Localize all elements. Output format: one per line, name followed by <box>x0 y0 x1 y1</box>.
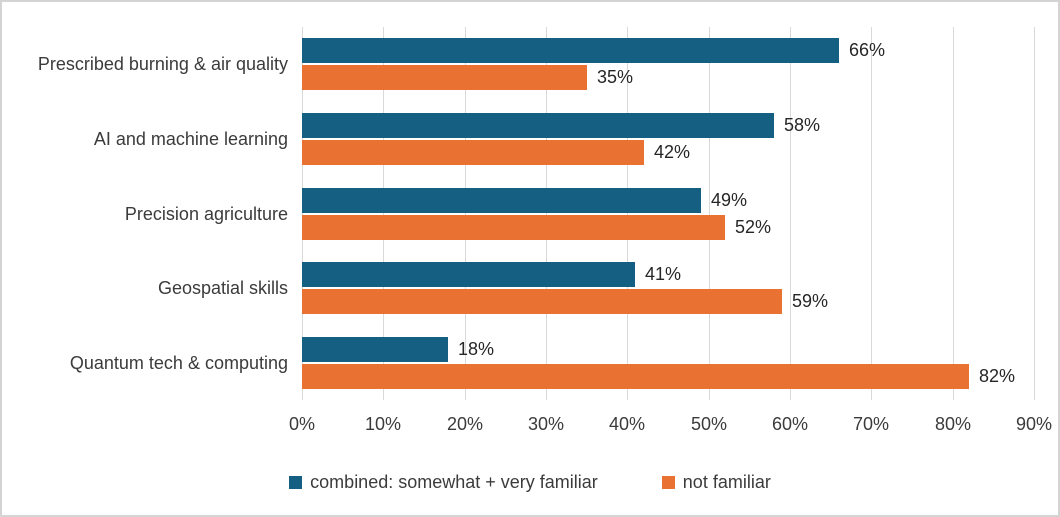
bar-combined-familiar <box>302 262 635 287</box>
legend: combined: somewhat + very familiar not f… <box>2 472 1058 493</box>
bar-combined-familiar <box>302 188 701 213</box>
bar-not-familiar <box>302 65 587 90</box>
legend-item-not-familiar: not familiar <box>661 472 771 493</box>
data-label: 35% <box>597 67 634 87</box>
bar-combined-familiar <box>302 113 774 138</box>
data-label: 49% <box>711 190 748 210</box>
x-tick-label: 90% <box>1015 414 1053 434</box>
x-tick-label: 50% <box>690 414 728 434</box>
gridline <box>546 27 547 400</box>
gridline <box>383 27 384 400</box>
legend-swatch-combined-familiar-icon <box>289 476 303 489</box>
plot-area: 66% 35% 58% 42% 49% 52% 41% 59% 18% 82% <box>302 27 1035 400</box>
data-label: 41% <box>645 264 682 284</box>
gridline <box>465 27 466 400</box>
x-tick-label: 0% <box>288 414 316 434</box>
category-label: Geospatial skills <box>157 278 288 298</box>
bar-combined-familiar <box>302 38 839 63</box>
category-label: Precision agriculture <box>124 204 288 224</box>
data-label: 58% <box>784 115 821 135</box>
legend-label-combined-familiar: combined: somewhat + very familiar <box>310 472 598 492</box>
data-label: 52% <box>735 217 772 237</box>
data-label: 66% <box>849 40 886 60</box>
legend-label-not-familiar: not familiar <box>682 472 771 492</box>
gridline <box>627 27 628 400</box>
data-label: 42% <box>654 142 691 162</box>
x-tick-label: 80% <box>934 414 972 434</box>
legend-item-combined-familiar: combined: somewhat + very familiar <box>289 472 598 493</box>
x-tick-label: 20% <box>446 414 484 434</box>
bar-not-familiar <box>302 289 782 314</box>
bar-combined-familiar <box>302 337 448 362</box>
x-tick-label: 10% <box>364 414 402 434</box>
gridline <box>953 27 954 400</box>
data-label: 82% <box>979 366 1016 386</box>
category-label: Quantum tech & computing <box>69 353 288 373</box>
x-tick-label: 60% <box>771 414 809 434</box>
category-label: AI and machine learning <box>93 129 288 149</box>
bar-not-familiar <box>302 215 725 240</box>
bar-not-familiar <box>302 364 969 389</box>
data-label: 59% <box>792 291 829 311</box>
gridline <box>790 27 791 400</box>
x-tick-label: 70% <box>852 414 890 434</box>
x-tick-label: 30% <box>527 414 565 434</box>
gridline <box>871 27 872 400</box>
gridline <box>1034 27 1035 400</box>
data-label: 18% <box>458 339 495 359</box>
x-tick-label: 40% <box>608 414 646 434</box>
gridline <box>302 27 303 400</box>
category-label: Prescribed burning & air quality <box>37 54 288 74</box>
gridline <box>709 27 710 400</box>
value-axis: 0% 10% 20% 30% 40% 50% 60% 70% 80% 90% <box>2 414 1058 438</box>
bar-not-familiar <box>302 140 644 165</box>
legend-swatch-not-familiar-icon <box>661 476 675 489</box>
